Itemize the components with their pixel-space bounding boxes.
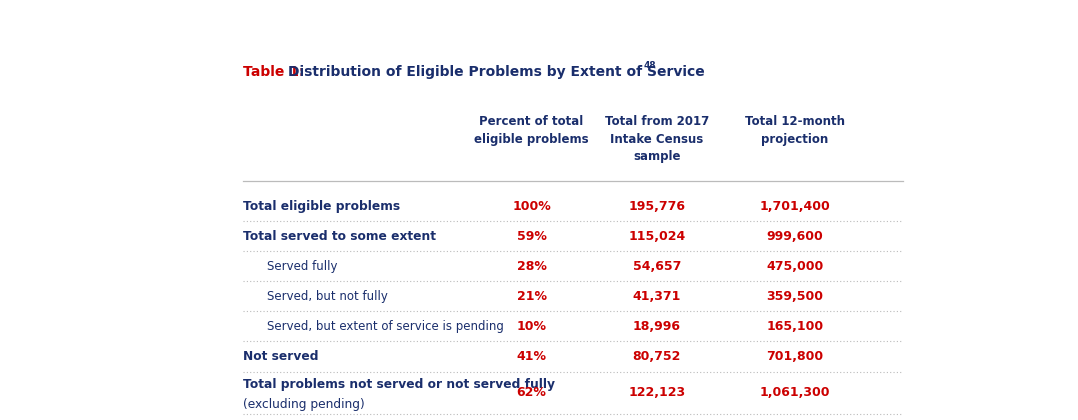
Text: Total served to some extent: Total served to some extent [244, 230, 437, 243]
Text: Not served: Not served [244, 350, 319, 363]
Text: Total from 2017
Intake Census
sample: Total from 2017 Intake Census sample [605, 115, 709, 163]
Text: Served fully: Served fully [266, 260, 337, 273]
Text: 59%: 59% [516, 230, 547, 243]
Text: 41,371: 41,371 [633, 290, 681, 303]
Text: 165,100: 165,100 [766, 320, 824, 333]
Text: 18,996: 18,996 [633, 320, 681, 333]
Text: 1,701,400: 1,701,400 [759, 200, 830, 213]
Text: 115,024: 115,024 [628, 230, 686, 243]
Text: 62%: 62% [516, 386, 547, 399]
Text: 41%: 41% [516, 350, 547, 363]
Text: 80,752: 80,752 [633, 350, 681, 363]
Text: 359,500: 359,500 [766, 290, 824, 303]
Text: 100%: 100% [512, 200, 551, 213]
Text: Total problems not served or not served fully: Total problems not served or not served … [244, 378, 555, 391]
Text: 475,000: 475,000 [766, 260, 824, 273]
Text: 701,800: 701,800 [766, 350, 824, 363]
Text: Total 12-month
projection: Total 12-month projection [745, 115, 845, 146]
Text: 28%: 28% [516, 260, 547, 273]
Text: 999,600: 999,600 [766, 230, 824, 243]
Text: Percent of total
eligible problems: Percent of total eligible problems [474, 115, 589, 146]
Text: Table 1:: Table 1: [244, 65, 309, 79]
Text: 48: 48 [644, 61, 657, 70]
Text: (excluding pending): (excluding pending) [244, 398, 365, 411]
Text: Served, but not fully: Served, but not fully [266, 290, 388, 303]
Text: Distribution of Eligible Problems by Extent of Service: Distribution of Eligible Problems by Ext… [288, 65, 704, 79]
Text: 54,657: 54,657 [633, 260, 681, 273]
Text: Total eligible problems: Total eligible problems [244, 200, 401, 213]
Text: 195,776: 195,776 [628, 200, 686, 213]
Text: Served, but extent of service is pending: Served, but extent of service is pending [266, 320, 503, 333]
Text: 122,123: 122,123 [628, 386, 686, 399]
Text: 1,061,300: 1,061,300 [760, 386, 830, 399]
Text: 21%: 21% [516, 290, 547, 303]
Text: 10%: 10% [516, 320, 547, 333]
